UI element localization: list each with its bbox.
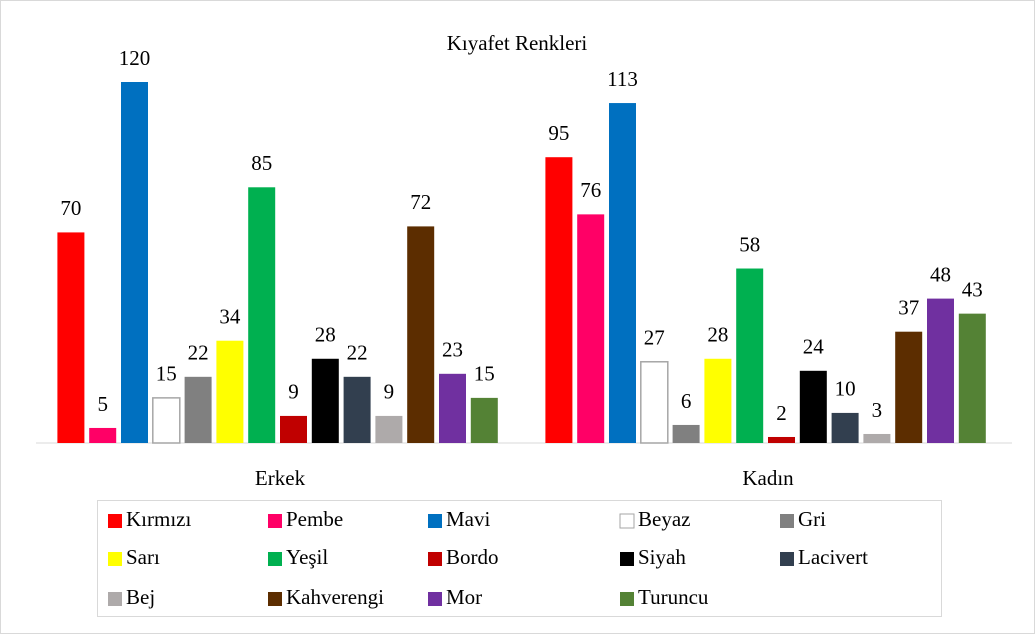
data-label: 6 [681, 389, 692, 413]
data-label: 37 [898, 296, 919, 320]
data-label: 34 [219, 305, 241, 329]
data-label: 58 [739, 232, 760, 256]
data-label: 10 [835, 377, 856, 401]
legend-swatch [268, 514, 282, 528]
legend-swatch [780, 514, 794, 528]
bar [640, 361, 669, 444]
bar [609, 103, 636, 443]
data-label: 23 [442, 338, 463, 362]
data-label: 28 [707, 323, 728, 347]
data-label: 27 [644, 326, 665, 350]
data-label: 24 [803, 335, 825, 359]
legend-label: Kahverengi [286, 585, 384, 609]
legend-label: Sarı [126, 545, 160, 569]
bar [958, 313, 986, 443]
bar [895, 331, 923, 443]
legend-label: Bordo [446, 545, 499, 569]
bar [439, 373, 466, 443]
bar [545, 157, 573, 444]
bar [216, 340, 244, 443]
bar [577, 214, 605, 443]
legend-label: Yeşil [286, 545, 328, 569]
legend-label: Pembe [286, 507, 343, 531]
legend-swatch [780, 552, 794, 566]
bar [672, 424, 700, 443]
data-label: 70 [60, 196, 81, 220]
legend-swatch [619, 513, 635, 529]
legend-label: Lacivert [798, 545, 868, 569]
bar [152, 397, 181, 444]
legend-swatch [620, 592, 634, 606]
bar [470, 397, 498, 443]
data-label: 28 [315, 323, 336, 347]
legend-swatch [428, 592, 442, 606]
bar [927, 298, 954, 443]
legend-swatch [428, 552, 442, 566]
legend-label: Siyah [638, 545, 686, 569]
legend-swatch [268, 592, 282, 606]
bar [831, 412, 859, 443]
bar [280, 415, 307, 443]
data-label: 2 [776, 401, 787, 425]
legend-label: Turuncu [638, 585, 709, 609]
data-label: 9 [384, 380, 395, 404]
bar [736, 268, 764, 443]
chart-title: Kıyafet Renkleri [447, 31, 588, 55]
data-label: 22 [188, 341, 209, 365]
data-label: 48 [930, 262, 951, 286]
legend-label: Mavi [446, 507, 490, 531]
data-label: 22 [347, 341, 368, 365]
data-label: 5 [97, 392, 108, 416]
bar [343, 376, 371, 443]
legend-box [97, 500, 942, 617]
bar [311, 358, 339, 443]
bar [121, 82, 148, 443]
data-label: 72 [410, 190, 431, 214]
bar [863, 433, 891, 443]
bar [248, 187, 276, 443]
data-label: 3 [872, 398, 883, 422]
bar [89, 427, 117, 443]
data-label: 76 [580, 178, 601, 202]
data-label: 120 [119, 46, 151, 70]
category-label: Kadın [742, 466, 794, 490]
data-label: 15 [474, 362, 495, 386]
bar [704, 358, 732, 443]
bar [184, 376, 212, 443]
category-label: Erkek [255, 466, 306, 490]
bar [57, 232, 85, 443]
data-label: 85 [251, 151, 272, 175]
legend-label: Mor [446, 585, 482, 609]
bar [768, 436, 795, 443]
data-label: 43 [962, 277, 983, 301]
legend-swatch [268, 552, 282, 566]
legend-swatch [620, 552, 634, 566]
legend-label: Beyaz [638, 507, 690, 531]
legend-swatch [428, 514, 442, 528]
data-label: 9 [288, 380, 299, 404]
data-label: 113 [607, 67, 638, 91]
bar [375, 415, 403, 443]
legend-label: Gri [798, 507, 826, 531]
bar [407, 226, 435, 443]
data-label: 15 [156, 362, 177, 386]
legend-label: Kırmızı [126, 507, 191, 531]
legend-swatch [108, 592, 122, 606]
legend-swatch [108, 552, 122, 566]
data-label: 95 [548, 121, 569, 145]
legend-label: Bej [126, 585, 155, 609]
bar [799, 370, 827, 443]
legend-swatch [108, 514, 122, 528]
